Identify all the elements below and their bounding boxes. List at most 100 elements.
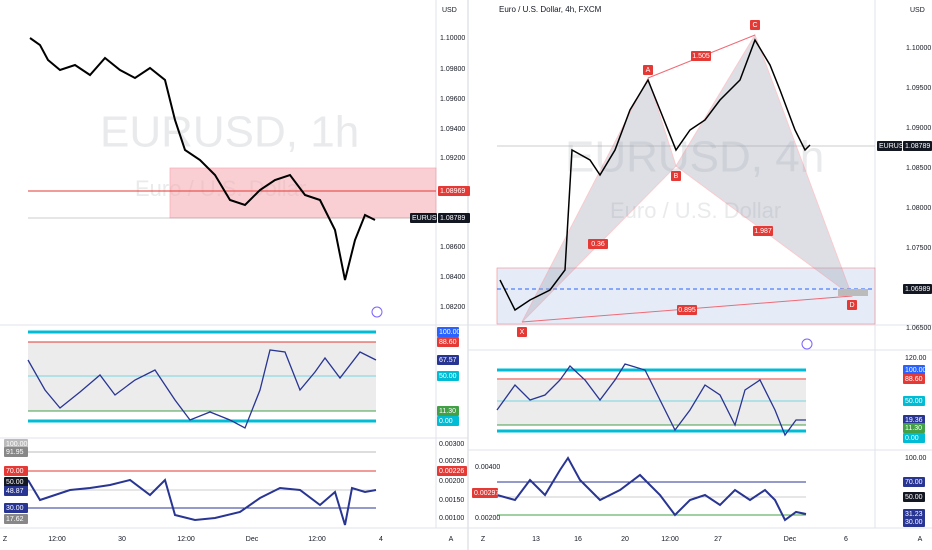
osc-label-box — [903, 365, 925, 375]
osc-label: 0.00226 — [439, 468, 464, 475]
point-box — [671, 171, 681, 181]
symbol-label-box — [877, 141, 902, 151]
symbol-label-box — [410, 213, 437, 223]
osc-label: 0.00300 — [439, 441, 464, 448]
osc-label-box — [437, 416, 459, 426]
point-box — [643, 65, 653, 75]
time-label: 30 — [118, 536, 126, 543]
osc-label-box — [903, 374, 925, 384]
osc-label: 70.00 — [905, 479, 923, 486]
osc-label-box — [4, 503, 28, 513]
osc-label-box — [903, 433, 925, 443]
level-label-box — [903, 284, 932, 294]
osc-label: 50.00 — [905, 494, 923, 501]
price-label: 1.09800 — [440, 66, 465, 73]
time-label: 13 — [532, 536, 540, 543]
osc-label-box — [903, 509, 925, 519]
point-box — [847, 300, 857, 310]
ratio-box — [691, 51, 711, 61]
osc-label-box — [903, 517, 925, 527]
osc-label: 30.00 — [905, 519, 923, 526]
point-box — [517, 327, 527, 337]
price-label: 1.09000 — [906, 125, 931, 132]
osc-label-box — [437, 466, 467, 476]
osc-label: 0.00150 — [439, 497, 464, 504]
currency: USD — [910, 7, 925, 14]
time-label: Dec — [246, 536, 259, 543]
osc-label-box — [903, 492, 925, 502]
osc-label: 17.62 — [6, 516, 24, 523]
osc-label: 0.00 — [905, 435, 919, 442]
osc-label-box — [4, 466, 28, 476]
osc-label: 11.30 — [905, 425, 922, 432]
osc-label: 88.60 — [905, 376, 923, 383]
osc-label-box — [437, 337, 459, 347]
price-label: 1.09500 — [906, 85, 931, 92]
osc-label: 0.00 — [439, 418, 453, 425]
osc-band — [497, 380, 806, 425]
osc-label: 70.00 — [6, 468, 24, 475]
osc-series — [27, 349, 377, 429]
osc-label: 100.00 — [905, 455, 927, 462]
price-series — [499, 38, 811, 312]
price-label: 1.08200 — [440, 304, 465, 311]
currency: USD — [442, 7, 457, 14]
ratio-label: 0.36 — [591, 241, 605, 248]
osc-label: 50.00 — [439, 373, 457, 380]
ratio-label: 1.987 — [754, 228, 772, 235]
osc-label: 91.95 — [6, 449, 24, 456]
osc-label-box — [4, 439, 28, 449]
price-label: 1.08600 — [440, 244, 465, 251]
osc-label-box — [903, 396, 925, 406]
osc-label-box — [4, 447, 28, 457]
price-label: 1.08000 — [906, 205, 931, 212]
osc-label: 0.00400 — [475, 464, 500, 471]
watermark-sub: Euro / U.S. Dollar — [610, 198, 781, 223]
time-label: 12:00 — [308, 536, 326, 543]
event-icon — [801, 338, 813, 350]
time-label: 4 — [379, 536, 383, 543]
osc-label: 30.00 — [6, 505, 24, 512]
symbol-label: EURUSD — [412, 215, 442, 222]
chart-title: Euro / U.S. Dollar, 4h, FXCM — [499, 5, 602, 14]
osc-label-box — [437, 371, 459, 381]
time-label: 12:00 — [48, 536, 66, 543]
time-label: 6 — [844, 536, 848, 543]
osc-label: 50.00 — [905, 398, 923, 405]
symbol-label: EURUSD — [879, 143, 909, 150]
osc-label: 88.60 — [439, 339, 457, 346]
level-label: 1.06989 — [905, 286, 930, 293]
axis-button: A — [449, 536, 454, 543]
ratio-label: 0.895 — [678, 307, 696, 314]
watermark: EURUSD, 1h — [100, 108, 359, 157]
price-label: 1.10000 — [440, 35, 465, 42]
level-label-box — [438, 186, 470, 196]
osc-label: 100.00 — [6, 441, 28, 448]
axis-button: Z — [481, 536, 486, 543]
osc-label-box — [903, 477, 925, 487]
osc-label: 120.00 — [905, 355, 927, 362]
last-price-box — [438, 213, 470, 223]
ratio-box — [677, 305, 697, 315]
time-label: 12:00 — [661, 536, 679, 543]
time-label: 27 — [714, 536, 722, 543]
ratio-box — [588, 239, 608, 249]
point-label: D — [849, 302, 854, 309]
price-label: 1.09400 — [440, 126, 465, 133]
price-label: 1.06500 — [906, 325, 931, 332]
osc-label: 100.00 — [905, 367, 927, 374]
last-price: 1.08789 — [905, 143, 930, 150]
price-label: 1.10000 — [906, 45, 931, 52]
osc-label: 67.57 — [439, 357, 457, 364]
point-label: A — [646, 67, 651, 74]
osc-label: 0.00200 — [439, 478, 464, 485]
osc-label: 19.36 — [905, 417, 923, 424]
osc-label-box — [437, 327, 459, 337]
point-box — [750, 20, 760, 30]
time-label: Dec — [784, 536, 797, 543]
osc-label: 0.00100 — [439, 515, 464, 522]
osc-label-box — [437, 355, 459, 365]
osc-label: 0.00250 — [439, 458, 464, 465]
target-box — [838, 289, 868, 296]
